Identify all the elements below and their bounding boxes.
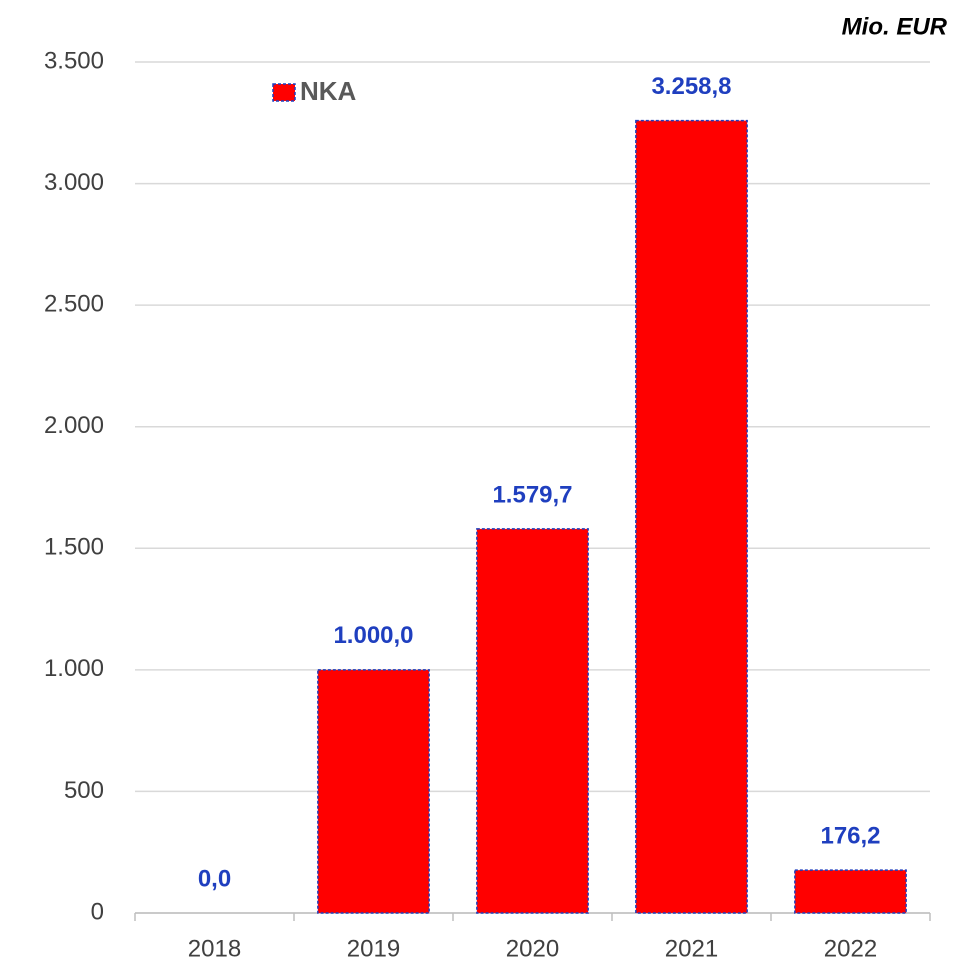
y-tick-label: 3.000: [44, 169, 104, 196]
x-tick-label: 2022: [824, 935, 877, 962]
y-tick-label: 3.500: [44, 47, 104, 74]
unit-label: Mio. EUR: [842, 13, 948, 40]
value-label: 3.258,8: [651, 73, 731, 100]
value-label: 0,0: [198, 865, 231, 892]
x-tick-label: 2021: [665, 935, 718, 962]
value-label: 1.000,0: [333, 622, 413, 649]
y-tick-label: 2.000: [44, 412, 104, 439]
legend-label: NKA: [300, 76, 357, 106]
y-tick-label: 1.500: [44, 534, 104, 561]
legend-swatch: [272, 83, 296, 102]
value-label: 176,2: [820, 823, 880, 850]
x-tick-label: 2020: [506, 935, 559, 962]
bar: [317, 669, 430, 914]
x-tick-label: 2018: [188, 935, 241, 962]
value-label: 1.579,7: [492, 481, 572, 508]
y-tick-label: 2.500: [44, 290, 104, 317]
y-tick-label: 1.000: [44, 655, 104, 682]
bar: [635, 119, 748, 914]
x-tick-label: 2019: [347, 935, 400, 962]
y-tick-label: 500: [64, 777, 104, 804]
bar: [476, 528, 589, 914]
y-tick-label: 0: [91, 898, 104, 925]
bar: [794, 869, 907, 914]
